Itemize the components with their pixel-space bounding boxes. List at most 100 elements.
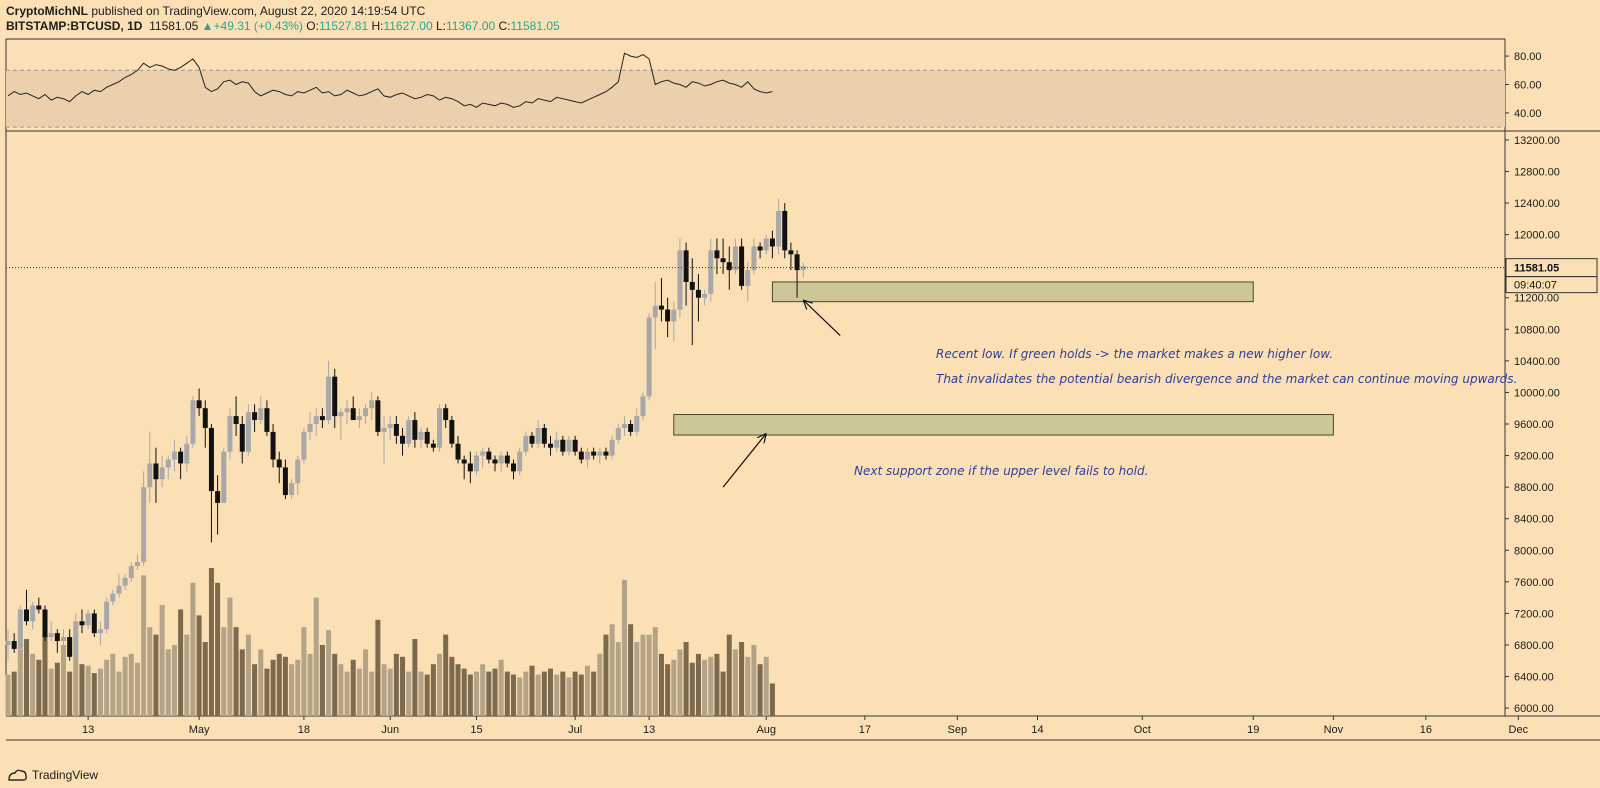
volume-bar — [233, 627, 239, 716]
volume-bar — [529, 665, 535, 716]
volume-bar — [326, 630, 332, 716]
time-tick-label: Jun — [381, 724, 399, 736]
tradingview-brand[interactable]: TradingView — [32, 768, 99, 782]
volume-bar — [658, 653, 664, 716]
candle-body — [36, 605, 42, 610]
candle-body — [85, 613, 91, 626]
candle-body — [634, 416, 640, 432]
volume-bar — [708, 656, 714, 716]
rsi-tick-label: 80.00 — [1514, 51, 1542, 63]
volume-bar — [443, 634, 449, 716]
volume-bar — [646, 634, 652, 716]
symbol-label[interactable]: BITSTAMP:BTCUSD, 1D — [6, 19, 143, 33]
price-tick-label: 10800.00 — [1514, 324, 1560, 336]
volume-bar — [11, 671, 17, 716]
author-name[interactable]: CryptoMichNL — [6, 4, 88, 18]
candle-body — [480, 451, 486, 456]
volume-bar — [319, 644, 325, 716]
time-tick-label: Sep — [948, 724, 968, 736]
volume-bar — [36, 659, 42, 716]
candle-body — [239, 424, 245, 452]
chart-header: CryptoMichNL published on TradingView.co… — [0, 0, 1600, 38]
candle-body — [443, 408, 449, 421]
close-value: 11581.05 — [510, 19, 560, 33]
volume-bar — [208, 568, 214, 716]
rsi-tick-label: 40.00 — [1514, 108, 1542, 120]
low-value: 11367.00 — [446, 19, 496, 33]
candle-body — [73, 621, 79, 657]
symbol-line: BITSTAMP:BTCUSD, 1D 11581.05 ▲+49.31 (+0… — [6, 19, 560, 33]
candle-body — [609, 439, 615, 456]
candle-body — [523, 435, 529, 452]
candle-body — [215, 491, 221, 503]
volume-bar — [424, 674, 430, 716]
volume-bar — [30, 653, 36, 716]
volume-bar — [184, 634, 190, 716]
candle-body — [584, 451, 590, 460]
volume-bar — [480, 664, 486, 716]
volume-bar — [159, 605, 165, 716]
rsi-band — [6, 70, 1505, 128]
volume-bar — [128, 653, 134, 716]
volume-bar — [474, 671, 480, 716]
candle-body — [708, 250, 714, 294]
volume-bar — [689, 662, 695, 716]
candle-body — [60, 637, 66, 642]
volume-bar — [400, 656, 406, 716]
price-tick-label: 10400.00 — [1514, 356, 1560, 368]
price-tick-label: 6000.00 — [1514, 703, 1554, 715]
volume-bar — [363, 649, 369, 716]
candle-body — [42, 609, 48, 638]
volume-bar — [23, 639, 29, 716]
price-tick-label: 6400.00 — [1514, 672, 1554, 684]
candle-body — [560, 439, 566, 452]
volume-bar — [763, 656, 769, 716]
candle-body — [147, 463, 153, 488]
volume-bar — [769, 683, 775, 716]
support-zone — [771, 281, 1254, 303]
candle-body — [474, 455, 480, 472]
candle-body — [178, 451, 184, 464]
time-tick-label: 16 — [1420, 724, 1432, 736]
candle-body — [757, 246, 763, 251]
time-tick-label: 14 — [1031, 724, 1043, 736]
volume-bar — [406, 671, 412, 716]
candle-body — [338, 412, 344, 417]
publish-line: CryptoMichNL published on TradingView.co… — [6, 4, 425, 18]
volume-bar — [91, 673, 97, 716]
candle-body — [97, 629, 103, 634]
candle-body — [597, 451, 603, 456]
candle-body — [449, 420, 455, 444]
volume-bar — [455, 664, 461, 716]
candle-body — [313, 416, 319, 424]
volume-bar — [486, 671, 492, 716]
candle-body — [554, 439, 560, 448]
candle-body — [517, 451, 523, 472]
candle-body — [566, 439, 572, 452]
volume-bar — [461, 668, 467, 716]
volume-bar — [492, 668, 498, 716]
price-tick-label: 11200.00 — [1514, 293, 1559, 305]
candle-body — [529, 435, 535, 444]
annotation-recent-low[interactable]: Recent low. If green holds -> the market… — [936, 347, 1334, 361]
volume-bar — [412, 639, 418, 716]
volume-bar — [313, 597, 319, 716]
candle-body — [208, 427, 214, 492]
candle-body — [782, 210, 788, 251]
volume-bar — [387, 668, 393, 716]
volume-bar — [739, 642, 745, 716]
open-label: O: — [306, 19, 319, 33]
annotation-divergence[interactable]: That invalidates the potential bearish d… — [936, 372, 1518, 386]
volume-bar — [510, 674, 516, 716]
candle-body — [375, 400, 381, 432]
volume-bar — [307, 653, 313, 716]
annotation-next-support[interactable]: Next support zone if the upper level fai… — [854, 464, 1149, 478]
volume-bar — [289, 664, 295, 716]
candle-body — [79, 621, 85, 626]
change-readout: ▲+49.31 (+0.43%) — [201, 19, 303, 33]
candle-body — [17, 609, 23, 649]
volume-bar — [702, 659, 708, 716]
tradingview-logo-icon[interactable] — [8, 768, 28, 782]
volume-bar — [418, 671, 424, 716]
